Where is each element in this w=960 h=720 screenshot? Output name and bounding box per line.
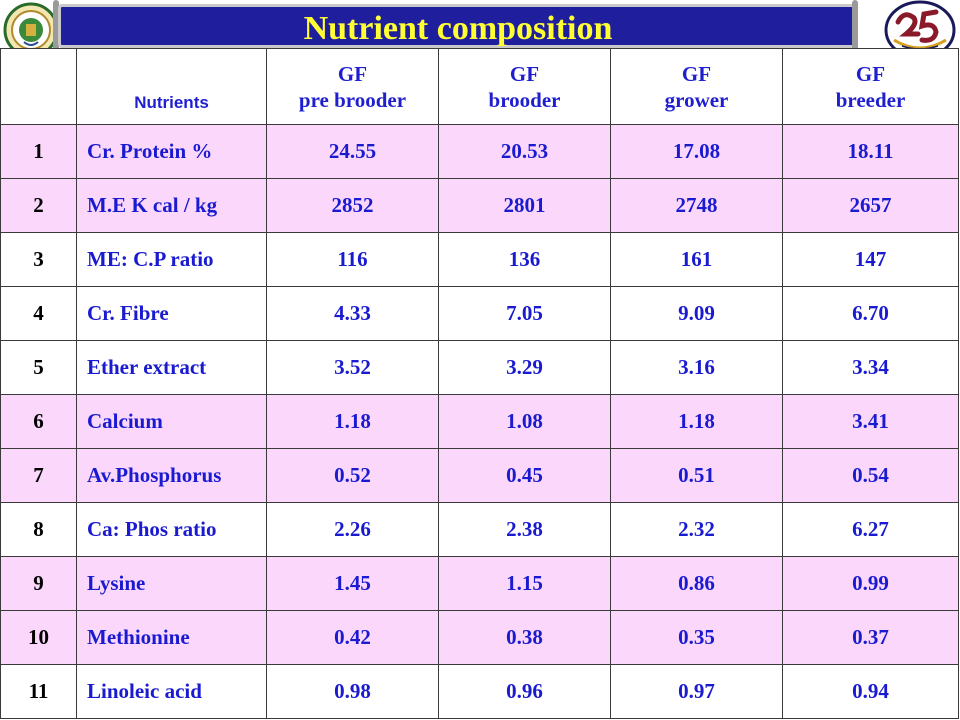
header-line1: GF <box>855 61 886 86</box>
table-row: 7 Av.Phosphorus 0.52 0.45 0.51 0.54 <box>0 448 959 503</box>
grower-value: 0.86 <box>610 556 783 611</box>
header-row: Nutrients GF pre brooder GF brooder GF g… <box>0 48 959 125</box>
title-banner: Nutrient composition <box>58 4 858 48</box>
brooder-value: 20.53 <box>438 124 611 179</box>
pre-brooder-value: 2.26 <box>266 502 439 557</box>
brooder-value: 136 <box>438 232 611 287</box>
breeder-value: 18.11 <box>782 124 959 179</box>
row-serial: 5 <box>0 340 77 395</box>
grower-value: 0.51 <box>610 448 783 503</box>
header-breeder: GF breeder <box>782 48 959 125</box>
nutrient-table: Nutrients GF pre brooder GF brooder GF g… <box>0 48 959 719</box>
table-row: 11 Linoleic acid 0.98 0.96 0.97 0.94 <box>0 664 959 719</box>
row-nutrient-name: Cr. Fibre <box>76 286 267 341</box>
pre-brooder-value: 0.52 <box>266 448 439 503</box>
header-brooder: GF brooder <box>438 48 611 125</box>
breeder-value: 3.41 <box>782 394 959 449</box>
brooder-value: 1.15 <box>438 556 611 611</box>
brooder-value: 2.38 <box>438 502 611 557</box>
grower-value: 1.18 <box>610 394 783 449</box>
breeder-value: 0.99 <box>782 556 959 611</box>
row-serial: 11 <box>0 664 77 719</box>
row-serial: 7 <box>0 448 77 503</box>
row-nutrient-name: Cr. Protein % <box>76 124 267 179</box>
pre-brooder-value: 1.18 <box>266 394 439 449</box>
breeder-value: 147 <box>782 232 959 287</box>
breeder-value: 0.94 <box>782 664 959 719</box>
row-serial: 8 <box>0 502 77 557</box>
table-row: 2 M.E K cal / kg 2852 2801 2748 2657 <box>0 178 959 233</box>
table-row: 10 Methionine 0.42 0.38 0.35 0.37 <box>0 610 959 665</box>
brooder-value: 3.29 <box>438 340 611 395</box>
brooder-value: 1.08 <box>438 394 611 449</box>
banner-right-bar <box>852 0 858 52</box>
header-line1: GF <box>337 61 368 86</box>
breeder-value: 0.54 <box>782 448 959 503</box>
header-line1: GF <box>681 61 712 86</box>
page-title: Nutrient composition <box>303 10 613 47</box>
row-nutrient-name: Av.Phosphorus <box>76 448 267 503</box>
table-row: 5 Ether extract 3.52 3.29 3.16 3.34 <box>0 340 959 395</box>
row-nutrient-name: Calcium <box>76 394 267 449</box>
grower-value: 0.97 <box>610 664 783 719</box>
header-nutrients: Nutrients <box>76 48 267 125</box>
row-nutrient-name: Ether extract <box>76 340 267 395</box>
row-nutrient-name: M.E K cal / kg <box>76 178 267 233</box>
pre-brooder-value: 4.33 <box>266 286 439 341</box>
row-serial: 9 <box>0 556 77 611</box>
pre-brooder-value: 24.55 <box>266 124 439 179</box>
university-seal-icon <box>2 2 60 58</box>
header-line2: grower <box>664 87 729 112</box>
grower-value: 0.35 <box>610 610 783 665</box>
row-serial: 4 <box>0 286 77 341</box>
header-line2: brooder <box>488 87 561 112</box>
pre-brooder-value: 1.45 <box>266 556 439 611</box>
row-serial: 1 <box>0 124 77 179</box>
row-serial: 6 <box>0 394 77 449</box>
header-line2: breeder <box>835 87 906 112</box>
table-row: 8 Ca: Phos ratio 2.26 2.38 2.32 6.27 <box>0 502 959 557</box>
grower-value: 2.32 <box>610 502 783 557</box>
row-nutrient-name: Linoleic acid <box>76 664 267 719</box>
pre-brooder-value: 3.52 <box>266 340 439 395</box>
grower-value: 2748 <box>610 178 783 233</box>
brooder-value: 7.05 <box>438 286 611 341</box>
grower-value: 17.08 <box>610 124 783 179</box>
pre-brooder-value: 116 <box>266 232 439 287</box>
grower-value: 9.09 <box>610 286 783 341</box>
table-row: 3 ME: C.P ratio 116 136 161 147 <box>0 232 959 287</box>
table-row: 6 Calcium 1.18 1.08 1.18 3.41 <box>0 394 959 449</box>
grower-value: 161 <box>610 232 783 287</box>
row-serial: 3 <box>0 232 77 287</box>
row-nutrient-name: ME: C.P ratio <box>76 232 267 287</box>
breeder-value: 0.37 <box>782 610 959 665</box>
25-anniversary-emblem-icon <box>884 0 956 60</box>
row-nutrient-name: Lysine <box>76 556 267 611</box>
pre-brooder-value: 2852 <box>266 178 439 233</box>
header-line1: GF <box>509 61 540 86</box>
brooder-value: 0.45 <box>438 448 611 503</box>
table-row: 1 Cr. Protein % 24.55 20.53 17.08 18.11 <box>0 124 959 179</box>
row-serial: 10 <box>0 610 77 665</box>
header-serial <box>0 48 77 125</box>
breeder-value: 3.34 <box>782 340 959 395</box>
header-line2: pre brooder <box>298 87 407 112</box>
breeder-value: 2657 <box>782 178 959 233</box>
table-row: 4 Cr. Fibre 4.33 7.05 9.09 6.70 <box>0 286 959 341</box>
pre-brooder-value: 0.98 <box>266 664 439 719</box>
table-row: 9 Lysine 1.45 1.15 0.86 0.99 <box>0 556 959 611</box>
brooder-value: 0.96 <box>438 664 611 719</box>
breeder-value: 6.70 <box>782 286 959 341</box>
breeder-value: 6.27 <box>782 502 959 557</box>
row-serial: 2 <box>0 178 77 233</box>
brooder-value: 2801 <box>438 178 611 233</box>
row-nutrient-name: Methionine <box>76 610 267 665</box>
header-pre-brooder: GF pre brooder <box>266 48 439 125</box>
pre-brooder-value: 0.42 <box>266 610 439 665</box>
header-grower: GF grower <box>610 48 783 125</box>
row-nutrient-name: Ca: Phos ratio <box>76 502 267 557</box>
banner-left-bar <box>53 0 59 52</box>
brooder-value: 0.38 <box>438 610 611 665</box>
grower-value: 3.16 <box>610 340 783 395</box>
